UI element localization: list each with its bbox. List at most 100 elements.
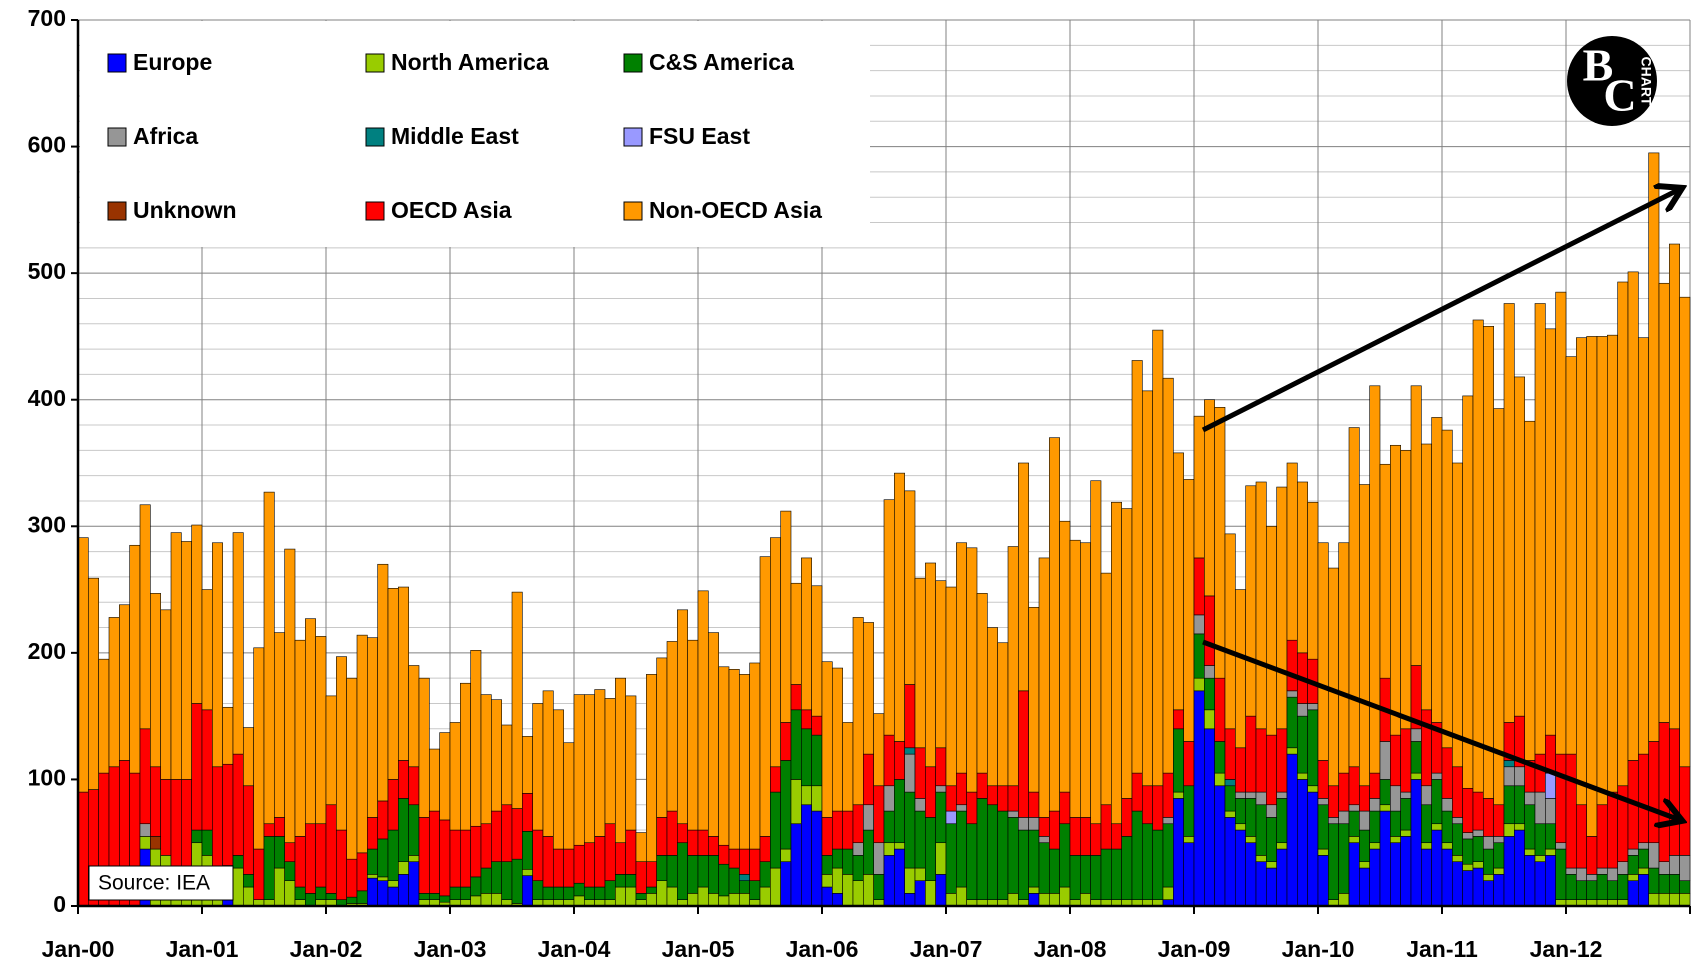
bar-segment — [1142, 785, 1153, 825]
bar-segment — [883, 734, 895, 787]
bar-segment — [1255, 481, 1267, 730]
bar-segment — [1193, 633, 1205, 679]
bar-segment — [1307, 709, 1319, 787]
bar-segment — [1410, 779, 1422, 907]
bar-segment — [770, 867, 781, 907]
bar-segment — [604, 823, 616, 881]
bar-segment — [243, 727, 254, 787]
bar-segment — [708, 632, 719, 837]
bar-segment — [852, 617, 864, 806]
bar-segment — [883, 785, 895, 812]
bar-segment — [966, 823, 978, 900]
x-tick-label: Jan-07 — [910, 936, 983, 962]
bar-segment — [873, 874, 885, 900]
logo: B C CHART — [1567, 36, 1657, 126]
bar-segment — [1483, 836, 1494, 850]
bar-segment — [1462, 838, 1474, 865]
bar-segment — [677, 823, 688, 844]
bar-segment — [1297, 715, 1308, 774]
bar-segment — [1307, 703, 1319, 711]
bar-segment — [842, 874, 854, 907]
bar-segment — [646, 861, 657, 888]
logo-letter: B — [1583, 40, 1614, 91]
bar-segment — [1638, 337, 1649, 755]
bar-segment — [697, 855, 709, 888]
bar-segment — [1524, 420, 1536, 761]
bar-segment — [1627, 880, 1639, 907]
bar-segment — [1400, 798, 1412, 831]
bar-segment — [1565, 356, 1577, 755]
bar-segment — [408, 804, 420, 856]
bar-segment — [1596, 804, 1608, 869]
bar-segment — [1080, 893, 1091, 907]
bar-segment — [232, 855, 244, 869]
bar-segment — [842, 722, 854, 812]
bar-segment — [1452, 855, 1463, 862]
bar-segment — [1369, 842, 1381, 850]
bar-segment — [1297, 703, 1308, 717]
legend-label: FSU East — [649, 123, 750, 149]
bar-segment — [1452, 861, 1463, 907]
bar-segment — [160, 609, 172, 780]
bar-segment — [811, 715, 823, 736]
bar-segment — [1400, 728, 1412, 793]
bar-segment — [1534, 861, 1546, 907]
bar-segment — [821, 886, 833, 907]
bar-segment — [1421, 443, 1432, 711]
bar-segment — [1369, 772, 1381, 799]
bar-segment — [904, 867, 916, 894]
bar-segment — [315, 886, 327, 900]
trend-arrow — [1202, 639, 1680, 820]
bar-segment — [666, 886, 678, 907]
bar-segment — [759, 836, 771, 863]
bar-segment — [904, 753, 916, 793]
bar-segment — [1193, 677, 1205, 692]
bar-segment — [1049, 848, 1060, 894]
bar-segment — [346, 677, 358, 860]
bar-segment — [1317, 798, 1329, 806]
bar-segment — [1462, 870, 1474, 907]
bar-segment — [914, 577, 926, 749]
bar-segment — [1545, 855, 1556, 907]
bar-segment — [604, 880, 616, 900]
legend-swatch — [107, 53, 127, 73]
bar-segment — [1503, 836, 1515, 907]
bar-segment — [646, 893, 657, 907]
bar-segment — [625, 886, 637, 907]
legend-label: OECD Asia — [391, 197, 512, 223]
bar-segment — [1627, 874, 1639, 881]
bar-segment — [253, 647, 265, 850]
bar-segment — [935, 791, 947, 844]
bar-segment — [1400, 450, 1412, 730]
y-tick-label: 500 — [28, 258, 66, 284]
bar-segment — [728, 867, 740, 894]
bar-segment — [925, 880, 936, 907]
bar-segment — [1245, 798, 1257, 837]
bar-segment — [1648, 741, 1660, 844]
bar-segment — [1638, 842, 1649, 850]
bar-segment — [1286, 639, 1298, 692]
bar-segment — [1297, 481, 1308, 654]
bar-segment — [863, 829, 874, 875]
bar-segment — [1204, 677, 1215, 711]
bar-segment — [191, 524, 203, 704]
bar-segment — [1193, 415, 1205, 559]
bar-segment — [625, 874, 637, 888]
bar-segment — [1028, 606, 1040, 793]
bar-segment — [119, 604, 130, 761]
bar-segment — [1266, 861, 1277, 869]
bar-segment — [1317, 760, 1329, 799]
legend-label: Unknown — [133, 197, 237, 223]
bar-segment — [842, 848, 854, 875]
bar-segment — [460, 886, 471, 900]
bar-segment — [687, 829, 699, 856]
bar-segment — [894, 779, 905, 844]
bar-segment — [1679, 880, 1691, 894]
bar-segment — [1410, 385, 1422, 666]
bar-segment — [1421, 709, 1432, 787]
bar-segment — [1162, 772, 1174, 818]
bar-segment — [1173, 798, 1184, 907]
bar-segment — [666, 641, 678, 812]
bar-segment — [1183, 741, 1195, 787]
bar-segment — [914, 867, 926, 881]
